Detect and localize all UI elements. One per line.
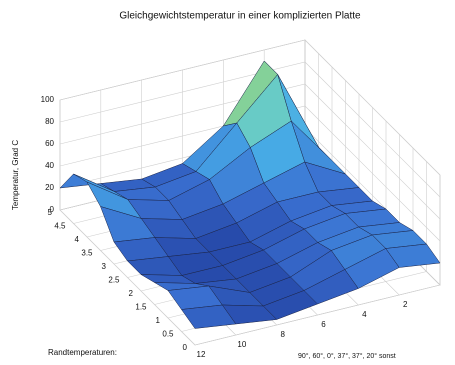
grid-line	[194, 175, 441, 346]
z-tick-label: 60	[45, 139, 54, 148]
y-tick-label: 3	[102, 262, 107, 271]
x-tick-label: 8	[280, 330, 285, 339]
y-tick-label: 4	[75, 235, 80, 244]
z-tick-label: 20	[45, 183, 54, 192]
y-tick-label: 1.5	[135, 303, 147, 312]
y-tick-label: 0.5	[162, 330, 174, 339]
chart-title: Gleichgewichtstemperatur in einer kompli…	[119, 11, 361, 22]
z-tick-label: 40	[45, 161, 54, 170]
y-tick-label: 2.5	[108, 276, 120, 285]
x-tick-label: 2	[403, 300, 408, 309]
z-tick-label: 0	[50, 205, 55, 214]
x-tick-label: 10	[237, 340, 246, 349]
surface-face	[181, 304, 237, 329]
x-tick-label: 4	[362, 310, 367, 319]
annotation: 90°, 60°, 0°, 37°, 37°, 20° sonst	[298, 352, 396, 360]
x-tick-label: 6	[321, 320, 326, 329]
y-tick-label: 5	[48, 208, 53, 217]
y-tick-label: 1	[156, 316, 161, 325]
z-tick-label: 100	[41, 95, 55, 104]
y-tick-label: 0	[183, 343, 188, 352]
x-tick-label: 12	[197, 350, 206, 359]
y-tick-label: 2	[129, 289, 134, 298]
y-tick-label: 3.5	[81, 249, 93, 258]
z-axis-label: Temperatur, Grad C	[11, 140, 20, 210]
y-tick-label: 4.5	[54, 222, 66, 231]
z-tick-label: 80	[45, 117, 54, 126]
annotation: Randtemperaturen:	[48, 348, 117, 357]
